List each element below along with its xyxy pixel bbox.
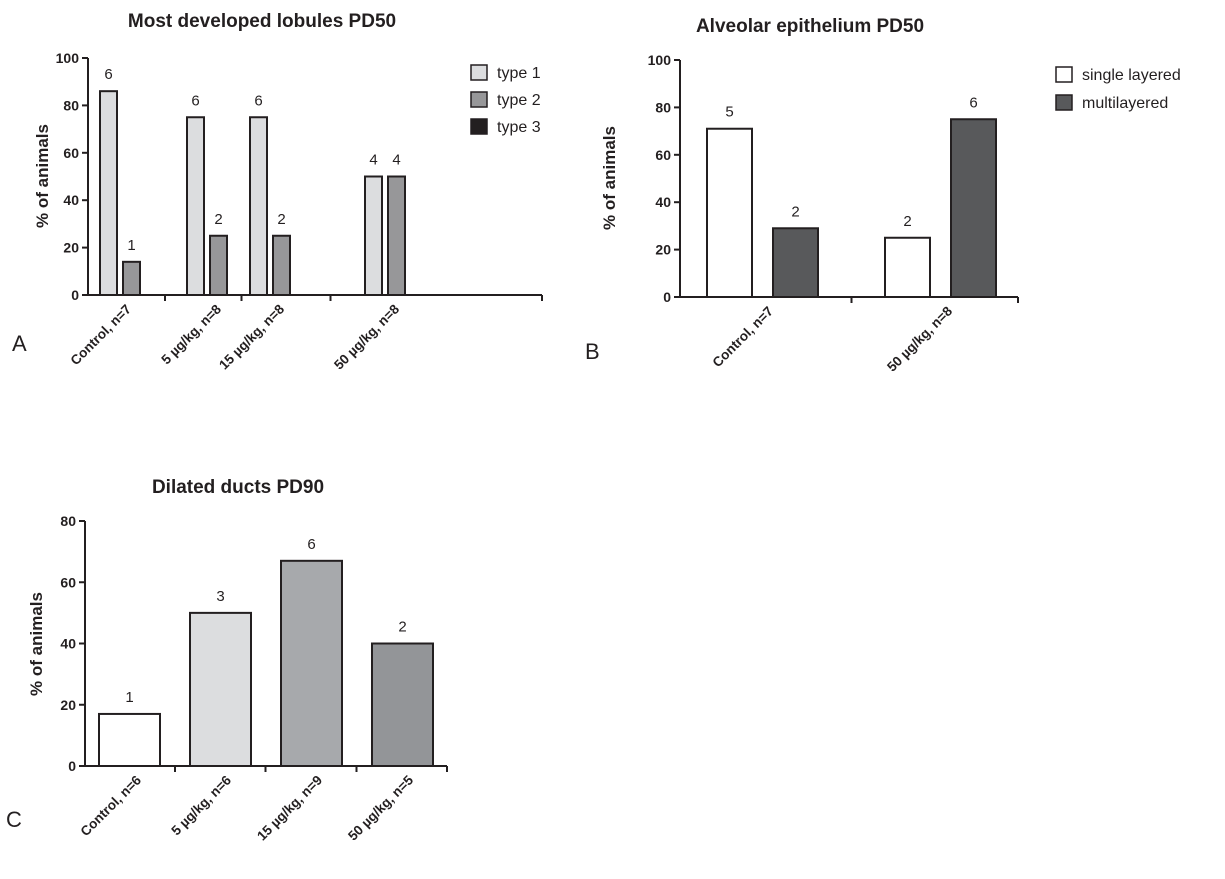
legend-label: multilayered [1082,95,1168,112]
data-label: 5 [725,104,733,121]
y-tick-label: 20 [60,697,76,713]
data-label: 6 [307,536,315,553]
legend-label: type 1 [497,65,541,82]
chart-b-y-axis-label: % of animals [600,126,619,230]
y-tick-label: 100 [648,52,672,68]
x-category-label: Control, n=7 [68,302,135,369]
legend-swatch [470,64,488,81]
x-category-label: 50 µg/kg, n=5 [345,772,416,843]
bar [706,127,753,298]
bar [99,90,118,297]
chart-c-y-axis-label: % of animals [27,592,46,696]
data-label: 2 [277,211,285,228]
data-label: 2 [791,203,799,220]
y-tick-label: 80 [655,99,671,115]
data-label: 2 [398,619,406,636]
x-category-label: 5 µg/kg, n=6 [168,772,234,838]
data-label: 6 [191,92,199,109]
y-tick-label: 80 [63,97,79,113]
chart-a-marks: 0 20 40 60 80 100 Control, n=7 5 µg/kg, n=815 µ… [56,50,543,373]
legend-swatch [470,118,488,135]
data-label: 1 [125,689,133,706]
bar [884,236,931,298]
x-category-label: 50 µg/kg, n=8 [331,301,402,372]
chart-panel-c: Dilated ducts PD90 % of animals C [6,477,324,832]
x-category-label: 15 µg/kg, n=9 [254,773,325,844]
chart-c-panel-label: C [6,807,22,832]
y-tick-label: 0 [71,287,79,303]
y-tick-label: 60 [63,145,79,161]
x-category-label: Control, n=7 [710,304,777,371]
bar [209,234,228,296]
bar [772,227,819,299]
chart-a-y-axis-label: % of animals [33,124,52,228]
bar [186,116,205,296]
chart-b-panel-label: B [585,339,600,364]
chart-a-panel-label: A [12,331,27,356]
bar [280,559,343,767]
data-label: 2 [903,213,911,230]
legend-label: type 3 [497,119,541,136]
legend-label: single layered [1082,67,1181,84]
bar [249,116,268,296]
legend-label: type 2 [497,92,541,109]
data-label: 6 [104,66,112,83]
data-label: 3 [216,588,224,605]
chart-b-marks: 0 20 40 60 80 100 Control, n=7 50 µg/kg, n=8 5 2 2… [648,52,1181,375]
chart-b-title: Alveolar epithelium PD50 [696,16,924,37]
y-tick-label: 100 [56,50,80,66]
y-tick-label: 60 [655,147,671,163]
y-tick-label: 40 [60,636,76,652]
chart-panel-b: Alveolar epithelium PD50 % of animals B [585,16,924,364]
bar [364,175,383,296]
bar [387,175,406,296]
chart-c-marks: 0 20 40 60 80 Control, n=6 5 µg/kg, n=6 15 µg/k… [60,513,448,844]
y-tick-label: 0 [68,758,76,774]
bar [189,611,252,767]
legend-swatch [1055,66,1073,83]
x-category-label: 5 µg/kg, n=8 [158,301,224,367]
y-tick-label: 40 [655,194,671,210]
legend-swatch [470,91,488,108]
y-tick-label: 0 [663,289,671,305]
data-label: 6 [969,94,977,111]
y-tick-label: 80 [60,513,76,529]
y-tick-label: 40 [63,192,79,208]
chart-c-title: Dilated ducts PD90 [152,477,324,498]
bar [122,260,141,297]
legend-swatch [1055,94,1073,111]
bar [950,118,997,298]
data-label: 4 [369,152,377,169]
data-label: 6 [254,92,262,109]
data-label: 4 [392,152,400,169]
x-category-label: 15 µg/kg, n=8 [216,301,287,372]
bar [371,642,434,767]
chart-panel-a: Most developed lobules PD50 % of animals… [12,11,396,356]
bar [98,712,161,767]
chart-a-title: Most developed lobules PD50 [128,11,396,32]
y-tick-label: 60 [60,574,76,590]
data-label: 1 [127,237,135,254]
x-category-label: 50 µg/kg, n=8 [884,303,955,374]
y-tick-label: 20 [655,242,671,258]
x-category-label: Control, n=6 [78,772,145,839]
y-tick-label: 20 [63,240,79,256]
data-label: 2 [214,211,222,228]
bar [272,234,291,296]
